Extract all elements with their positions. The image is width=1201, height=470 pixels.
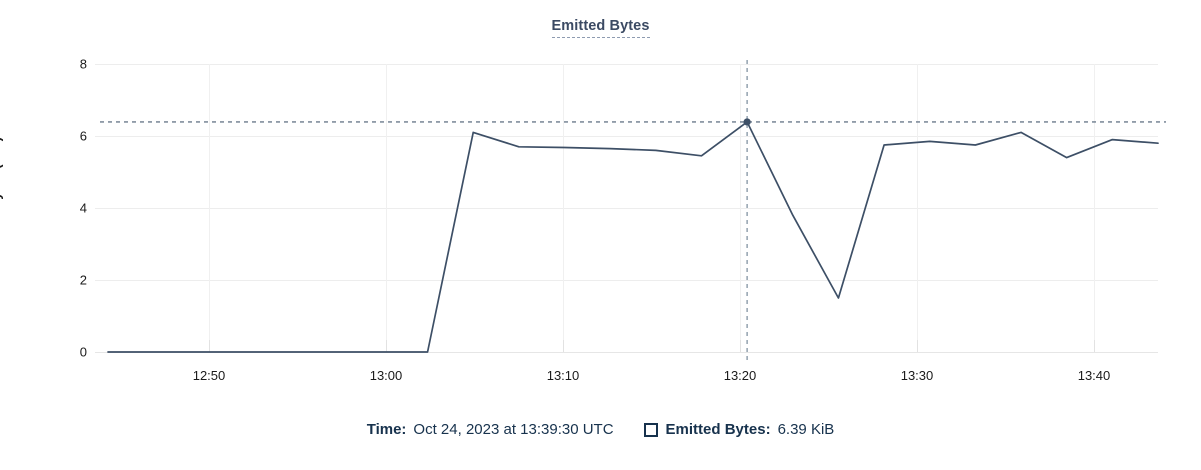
x-tick-label-1250: 12:50	[192, 368, 226, 383]
gridline-y-2	[95, 280, 1158, 281]
chart-footer: Time: Oct 24, 2023 at 13:39:30 UTC Emitt…	[0, 421, 1201, 438]
y-tick-label-4: 4	[79, 200, 87, 216]
gridline-y-4	[95, 208, 1158, 209]
footer-series-value: 6.39 KiB	[777, 421, 835, 438]
series-line-emitted-bytes[interactable]	[107, 121, 1159, 353]
gridline-x-1340	[1094, 64, 1095, 352]
x-tick-mark-1310	[563, 340, 564, 352]
gridline-x-1300	[386, 64, 387, 352]
gridline-x-1330	[917, 64, 918, 352]
gridline-y-6	[95, 136, 1158, 137]
gridline-x-1320	[740, 64, 741, 352]
gridline-x-1310	[563, 64, 564, 352]
y-tick-label-6: 6	[79, 128, 87, 144]
x-tick-label-1300: 13:00	[369, 368, 403, 383]
gridline-x-1250	[209, 64, 210, 352]
footer-legend-group[interactable]: Emitted Bytes: 6.39 KiB	[643, 421, 835, 438]
x-tick-label-1320: 13:20	[723, 368, 757, 383]
legend-square-icon	[643, 422, 658, 437]
x-tick-mark-1320	[740, 340, 741, 352]
footer-time-label: Time:	[366, 421, 407, 438]
chart-title-text[interactable]: Emitted Bytes	[551, 18, 650, 38]
hover-marker-point[interactable]	[743, 118, 751, 126]
footer-time-value: Oct 24, 2023 at 13:39:30 UTC	[413, 421, 614, 438]
y-tick-label-2: 2	[79, 272, 87, 288]
x-tick-label-1310: 13:10	[546, 368, 580, 383]
x-tick-label-1340: 13:40	[1077, 368, 1111, 383]
x-tick-label-1330: 13:30	[900, 368, 934, 383]
footer-time-group: Time: Oct 24, 2023 at 13:39:30 UTC	[367, 421, 614, 438]
x-tick-mark-1250	[209, 340, 210, 352]
x-tick-mark-1300	[386, 340, 387, 352]
x-tick-mark-1340	[1094, 340, 1095, 352]
chart-title: Emitted Bytes	[0, 18, 1201, 38]
gridline-y-8	[95, 64, 1158, 65]
y-tick-label-8: 8	[79, 56, 87, 72]
x-tick-mark-1330	[917, 340, 918, 352]
footer-series-label: Emitted Bytes:	[665, 421, 771, 438]
x-axis-baseline	[95, 352, 1158, 353]
y-tick-label-0: 0	[79, 344, 87, 360]
series-layer	[100, 60, 1166, 360]
